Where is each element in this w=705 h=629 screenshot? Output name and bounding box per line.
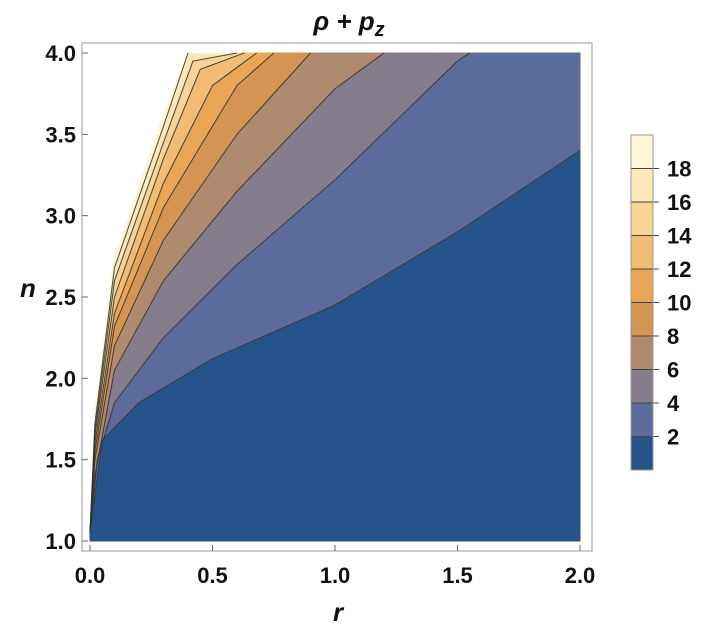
contour-line — [89, 52, 385, 533]
contour-lines — [89, 52, 581, 533]
legend-frame — [630, 134, 654, 471]
legend-label: 10 — [667, 291, 691, 316]
legend-label: 14 — [667, 224, 692, 249]
chart-title: ρ + pz — [312, 6, 384, 41]
x-tick-label: 1.0 — [320, 563, 351, 588]
x-tick-label: 2.0 — [565, 563, 596, 588]
y-tick-label: 2.0 — [45, 366, 76, 391]
y-axis-label: n — [20, 273, 36, 303]
contour-line — [89, 150, 581, 533]
x-tick-label: 1.5 — [442, 563, 473, 588]
x-axis-label: r — [333, 597, 345, 627]
legend: 2 4 6 8 10 12 14 16 18 — [630, 134, 692, 471]
legend-swatch — [631, 403, 653, 437]
legend-swatch — [631, 302, 653, 336]
legend-swatch — [631, 202, 653, 236]
y-tick-label: 3.5 — [45, 122, 76, 147]
x-axis-ticks: 0.0 0.5 1.0 1.5 2.0 — [75, 545, 596, 588]
legend-label: 18 — [667, 157, 691, 182]
legend-swatch — [631, 269, 653, 303]
y-tick-label: 2.5 — [45, 285, 76, 310]
legend-label: 16 — [667, 190, 691, 215]
legend-label: 8 — [667, 324, 679, 349]
legend-label: 2 — [667, 425, 679, 450]
legend-label: 12 — [667, 257, 691, 282]
legend-swatch — [631, 168, 653, 202]
legend-label: 6 — [667, 358, 679, 383]
y-tick-label: 1.5 — [45, 448, 76, 473]
y-tick-label: 3.0 — [45, 204, 76, 229]
legend-swatch — [631, 135, 653, 169]
x-tick-label: 0.0 — [75, 563, 106, 588]
y-tick-label: 4.0 — [45, 41, 76, 66]
legend-swatch — [631, 436, 653, 470]
legend-swatch — [631, 336, 653, 370]
contour-line — [89, 52, 189, 533]
y-axis-ticks: 1.0 1.5 2.0 2.5 3.0 3.5 4.0 — [45, 41, 88, 554]
legend-label: 4 — [667, 391, 680, 416]
x-tick-label: 0.5 — [197, 563, 228, 588]
y-tick-label: 1.0 — [45, 529, 76, 554]
legend-swatch — [631, 369, 653, 403]
legend-swatch — [631, 235, 653, 269]
